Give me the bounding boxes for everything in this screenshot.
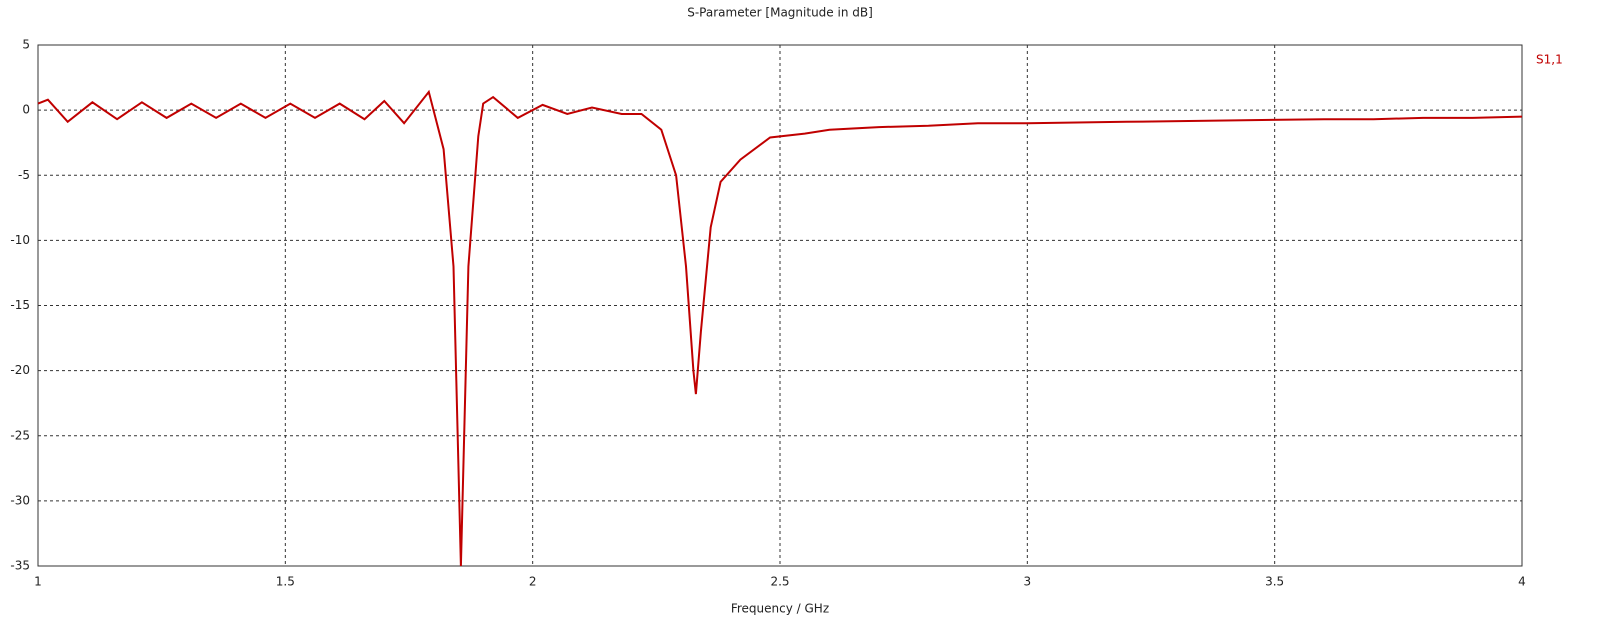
- x-tick-label: 2.5: [770, 575, 789, 589]
- chart-title: S-Parameter [Magnitude in dB]: [687, 6, 873, 20]
- line-series: [37, 89, 1523, 567]
- x-tick-label: 3: [1024, 575, 1032, 589]
- y-tick-label: -35: [10, 559, 30, 573]
- x-tick-label: 3.5: [1265, 575, 1284, 589]
- y-tick-label: -5: [18, 168, 30, 182]
- legend-entry: S1,1: [1536, 53, 1563, 67]
- x-tick-label: 2: [529, 575, 537, 589]
- y-tick-label: -30: [10, 493, 30, 507]
- x-tick-label: 1.5: [276, 575, 295, 589]
- y-tick-label: -10: [10, 233, 30, 247]
- y-tick-label: 0: [22, 103, 30, 117]
- y-tick-label: -15: [10, 298, 30, 312]
- x-tick-label: 1: [34, 575, 42, 589]
- y-tick-label: -25: [10, 428, 30, 442]
- y-tick-label: -20: [10, 363, 30, 377]
- x-axis-label: Frequency / GHz: [731, 602, 829, 616]
- y-tick-label: 5: [22, 38, 30, 52]
- x-tick-label: 4: [1518, 575, 1526, 589]
